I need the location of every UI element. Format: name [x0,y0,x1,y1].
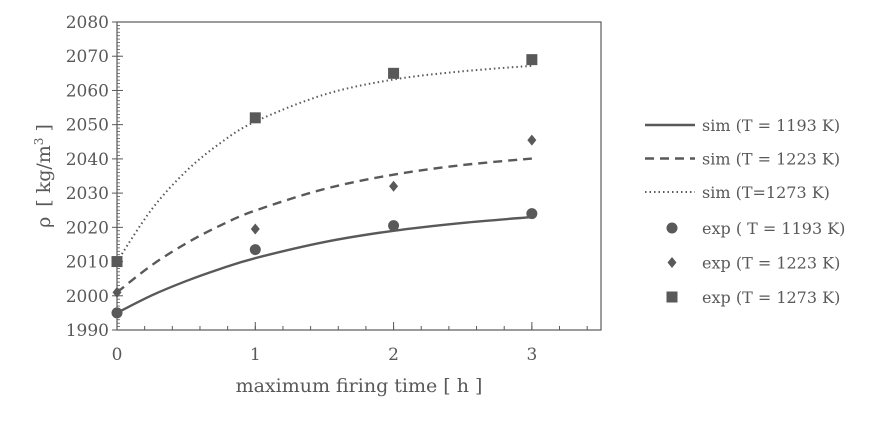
diamond-marker [667,257,677,268]
axes: 0 1 2 3 1990 2000 2010 2020 2030 2040 2050 2060 2070… [66,13,602,365]
x-tick-label: 3 [526,345,537,365]
legend-label: sim (T = 1193 K) [702,116,840,135]
square-marker [388,67,400,79]
y-tick-label: 1990 [66,321,109,341]
y-tick-label: 2040 [66,150,109,170]
y-tick-label: 2080 [66,13,109,33]
y-axis-symbol: ρ [33,217,55,228]
sim-line-dashed [116,157,532,294]
legend: sim (T = 1193 K) sim (T = 1223 K) sim (T=1… [645,116,845,307]
square-marker [666,291,678,303]
circle-marker [388,220,400,232]
y-axis-label: ρ [ kg/m3 ] [32,124,55,228]
circle-marker [666,222,678,234]
y-tick-label: 2010 [66,253,109,273]
square-marker [526,54,538,66]
square-marker [249,112,261,124]
y-axis-unit-sup: 3 [32,138,46,146]
y-tick-label: 2060 [66,81,109,101]
x-tick-label: 0 [112,345,123,365]
circle-marker [249,244,261,256]
y-tick-label: 2050 [66,116,109,136]
y-tick-label: 2020 [66,218,109,238]
y-tick-label: 2070 [66,47,109,67]
diamond-marker [389,180,399,192]
diamond-marker [250,223,260,235]
diamond-marker [527,134,537,146]
y-tick-label: 2030 [66,184,109,204]
legend-label: exp (T = 1273 K) [702,288,840,307]
legend-label: sim (T=1273 K) [702,183,830,202]
y-tick-label: 2000 [66,287,109,307]
x-tick-label: 2 [388,345,399,365]
y-axis-unit-close: ] [33,124,55,137]
x-tick-label: 1 [250,345,261,365]
legend-label: exp ( T = 1193 K) [702,219,845,238]
square-marker [111,256,123,268]
legend-label: sim (T = 1223 K) [702,150,840,169]
plot-frame [116,21,602,331]
legend-label: exp (T = 1223 K) [702,254,840,273]
diamond-marker [112,286,122,298]
y-axis-unit: [ kg/m [33,145,55,207]
sim-line-solid [116,215,532,314]
circle-marker [526,208,538,220]
x-axis-label: maximum firing time [ h ] [236,375,483,397]
circle-marker [111,307,123,319]
series [111,54,538,319]
